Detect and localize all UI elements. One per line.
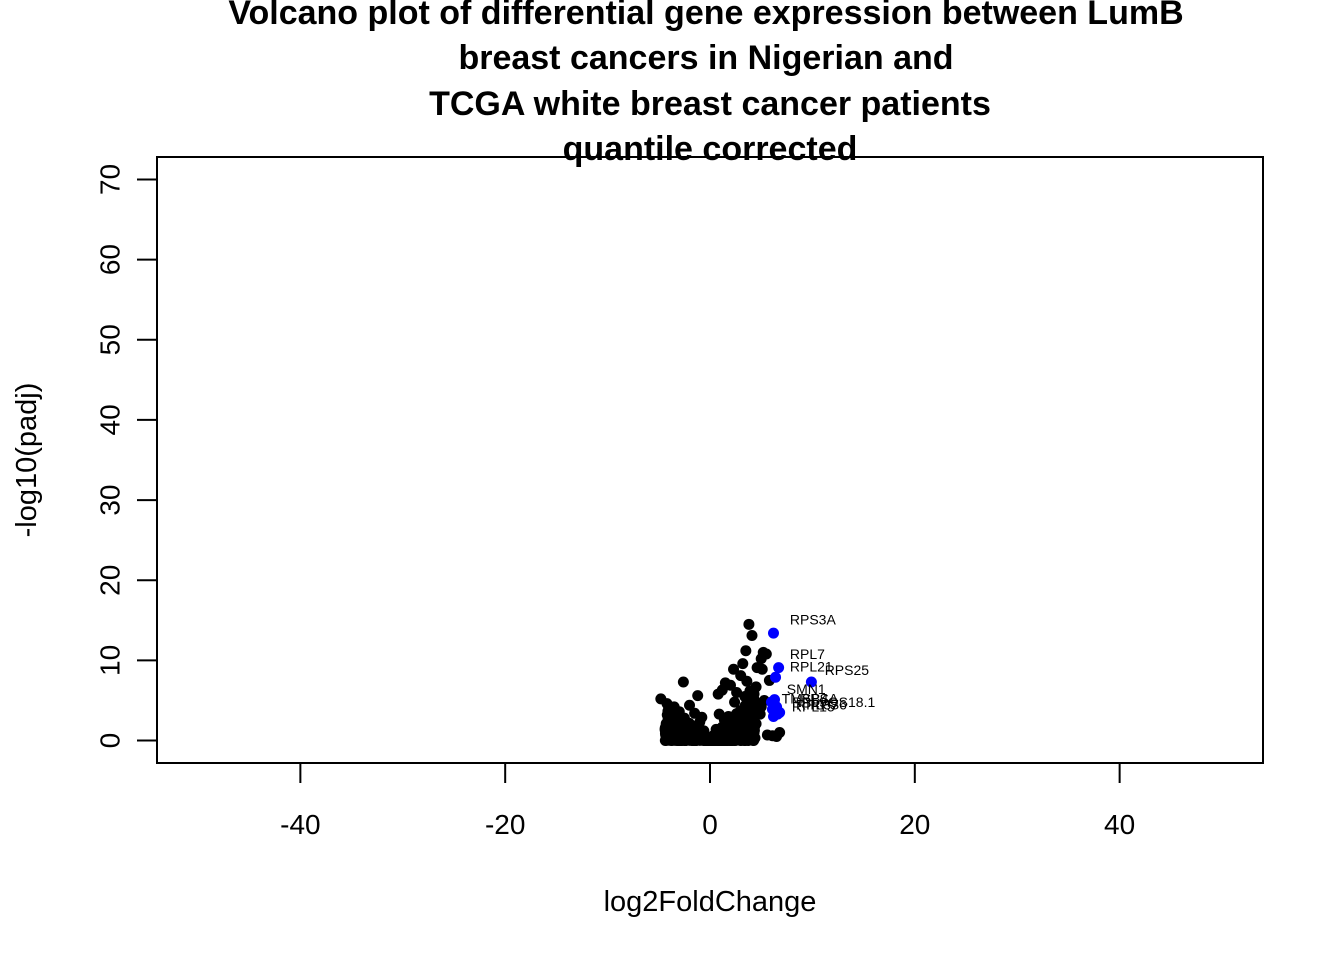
data-point	[729, 696, 741, 708]
gene-label: RPL21	[790, 659, 833, 675]
chart-title: Volcano plot of differential gene expres…	[228, 0, 1183, 168]
data-point	[740, 645, 752, 657]
data-point	[677, 676, 689, 688]
data-point	[713, 708, 725, 720]
title-line-1: Volcano plot of differential gene expres…	[228, 0, 1183, 32]
data-point	[748, 688, 760, 700]
y-tick-label: 0	[95, 733, 126, 749]
title-line-2: breast cancers in Nigerian and	[458, 39, 953, 77]
data-point	[748, 735, 760, 747]
data-point	[728, 663, 740, 675]
data-point	[743, 618, 755, 630]
gene-label: RPL37	[796, 696, 839, 712]
data-point	[686, 723, 698, 735]
data-point	[731, 686, 743, 698]
data-point	[724, 679, 736, 691]
x-tick-label: 0	[702, 809, 718, 840]
y-tick-label: 50	[95, 324, 126, 355]
x-tick-label: 40	[1104, 809, 1135, 840]
y-axis-label: -log10(padj)	[11, 383, 43, 538]
gene-label: RPS3A	[790, 611, 837, 627]
data-point	[761, 729, 773, 741]
data-point	[698, 725, 710, 737]
data-point	[741, 675, 753, 687]
x-tick-label: 20	[899, 809, 930, 840]
y-tick-label: 60	[95, 244, 126, 275]
highlighted-point	[767, 627, 779, 639]
data-point	[692, 690, 704, 702]
data-point	[727, 715, 739, 727]
highlighted-point	[805, 676, 817, 688]
plot-points	[655, 618, 817, 747]
y-axis: 0 10 20 30 40 50 60 70	[95, 164, 158, 748]
gene-label: RPSA	[800, 691, 839, 707]
y-tick-label: 10	[95, 645, 126, 676]
title-line-4: quantile corrected	[563, 130, 858, 168]
data-point	[684, 699, 696, 711]
data-point	[675, 727, 687, 739]
data-point	[734, 706, 746, 718]
x-tick-label: -40	[280, 809, 320, 840]
y-tick-label: 20	[95, 565, 126, 596]
plot-frame	[156, 156, 1264, 764]
gene-label: RPS6	[810, 696, 847, 712]
data-point	[728, 730, 740, 742]
x-axis: -40 -20 0 20 40	[280, 762, 1135, 840]
data-point	[670, 718, 682, 730]
gene-label: RPL9	[792, 694, 827, 710]
highlighted-point	[773, 662, 785, 674]
data-point	[750, 718, 762, 730]
data-point	[771, 731, 783, 743]
gene-label: RPL15	[792, 699, 835, 715]
data-point	[756, 663, 768, 675]
title-line-3: TCGA white breast cancer patients	[429, 85, 991, 123]
data-point	[737, 658, 749, 670]
data-point	[755, 701, 767, 713]
highlighted-point	[770, 671, 782, 683]
y-tick-label: 70	[95, 164, 126, 195]
y-tick-label: 40	[95, 404, 126, 435]
y-tick-label: 30	[95, 485, 126, 516]
gene-label: SMN1	[787, 681, 826, 697]
x-axis-label: log2FoldChange	[604, 886, 817, 918]
data-point	[755, 653, 767, 665]
gene-label: GS18.1	[828, 694, 876, 710]
gene-label: RPL7	[790, 646, 825, 662]
highlighted-point	[774, 707, 786, 718]
gene-label: TMSB4	[782, 691, 829, 707]
data-point	[712, 688, 724, 700]
gene-label: RPS25	[825, 662, 870, 678]
x-tick-label: -20	[485, 809, 525, 840]
data-point	[659, 735, 671, 747]
data-point	[707, 731, 719, 743]
data-point	[696, 711, 708, 723]
data-point	[717, 731, 729, 743]
data-point	[746, 630, 758, 642]
